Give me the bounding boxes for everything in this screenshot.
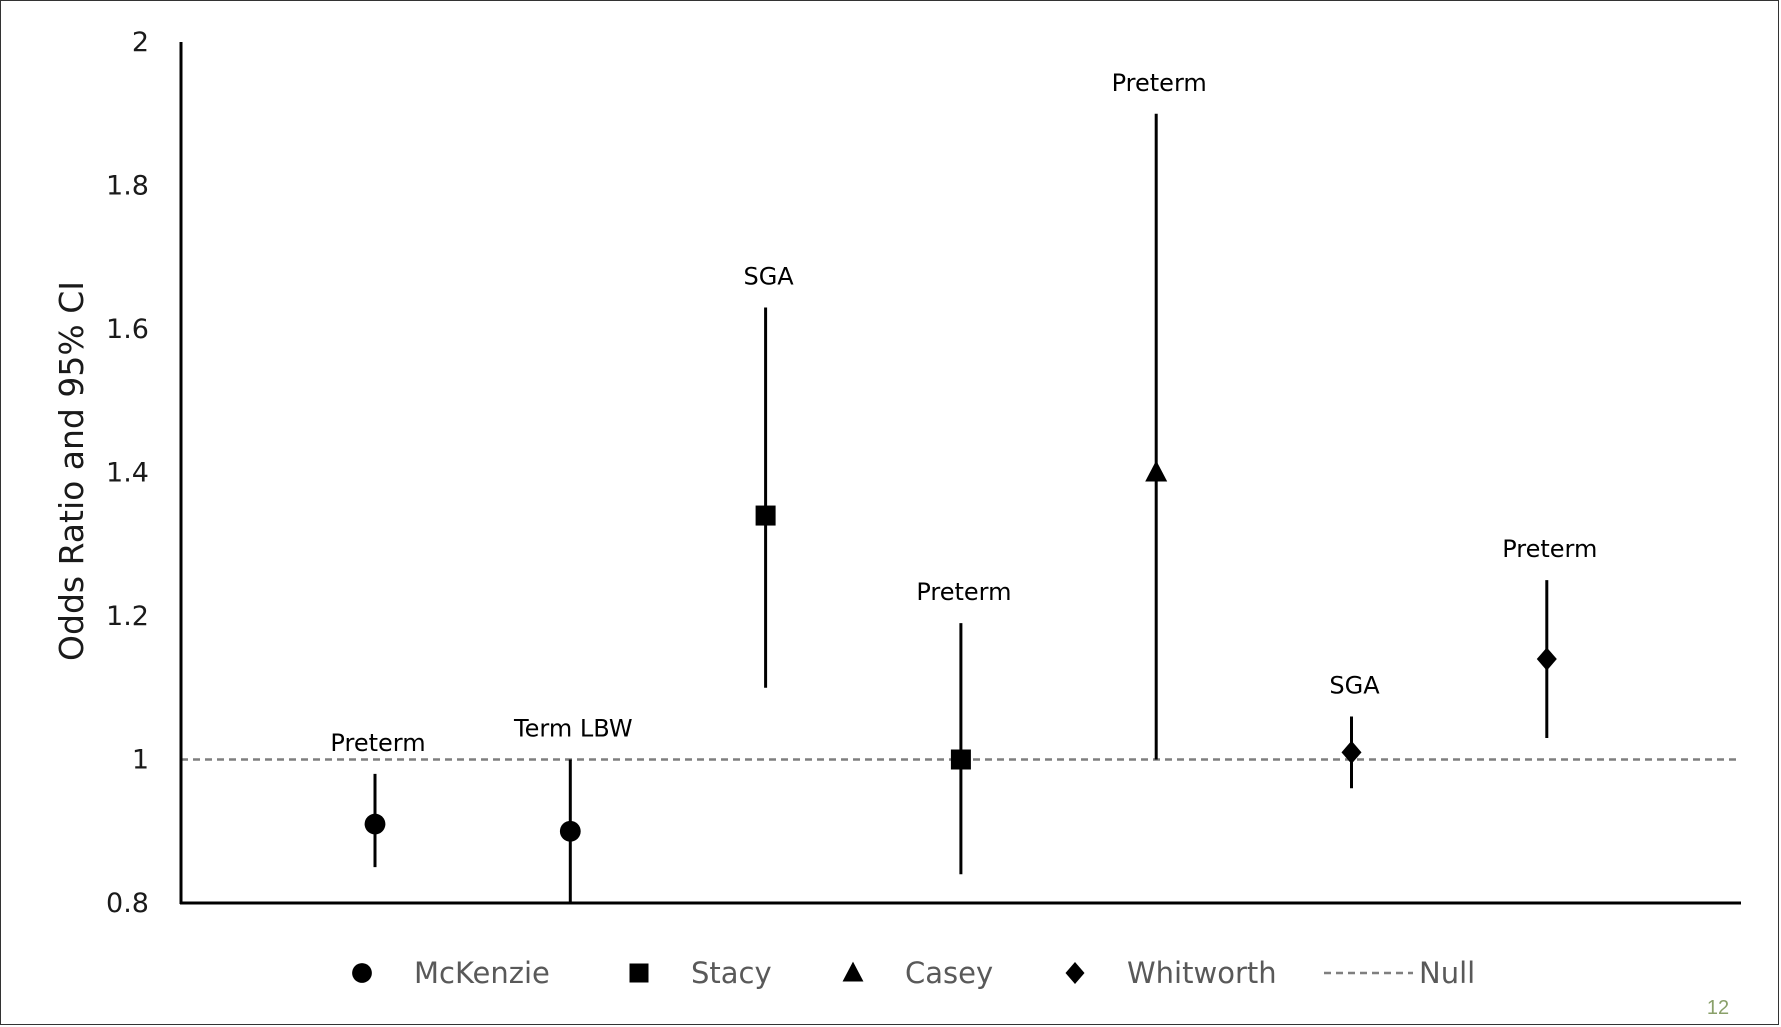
point-marker [1145,460,1168,482]
point-marker [755,505,776,526]
y-axis-label: Odds Ratio and 95% CI [52,281,91,661]
point-label: Preterm [330,729,425,757]
point-marker [1536,647,1557,671]
y-tick-label: 1.6 [106,314,149,345]
point-label: Preterm [1112,69,1207,97]
page-number: 12 [1707,997,1729,1019]
legend-marker [842,961,864,982]
point-marker [950,749,971,770]
legend-entry-label: McKenzie [414,956,550,990]
legend-entry-label: Casey [905,956,993,990]
point-label: SGA [743,262,794,290]
point-marker [364,813,386,835]
plot-area: 0.8 1 1.2 1.4 1.6 1.8 2 Preterm Term LBW SGA Prete… [106,27,1741,919]
legend-entry-label: Whitworth [1127,956,1277,990]
y-tick-label: 1 [132,745,149,776]
legend-marker [1065,961,1085,985]
point-label: Preterm [916,578,1011,606]
legend-null-label: Null [1419,956,1475,990]
point-marker [1341,740,1362,764]
point-marker [559,820,581,842]
y-tick-label: 2 [132,27,149,58]
point-label: SGA [1329,671,1380,699]
y-tick-label: 1.4 [106,458,149,489]
legend-entry-label: Stacy [691,956,772,990]
legend-marker [629,963,649,983]
y-tick-label: 1.8 [106,171,149,202]
legend: McKenzie Stacy Casey Whitworth Null [352,956,1475,990]
y-tick-label: 1.2 [106,601,149,632]
point-label: Term LBW [513,715,633,743]
legend-marker [352,963,372,983]
y-tick-label: 0.8 [106,888,149,919]
point-label: Preterm [1502,535,1597,563]
